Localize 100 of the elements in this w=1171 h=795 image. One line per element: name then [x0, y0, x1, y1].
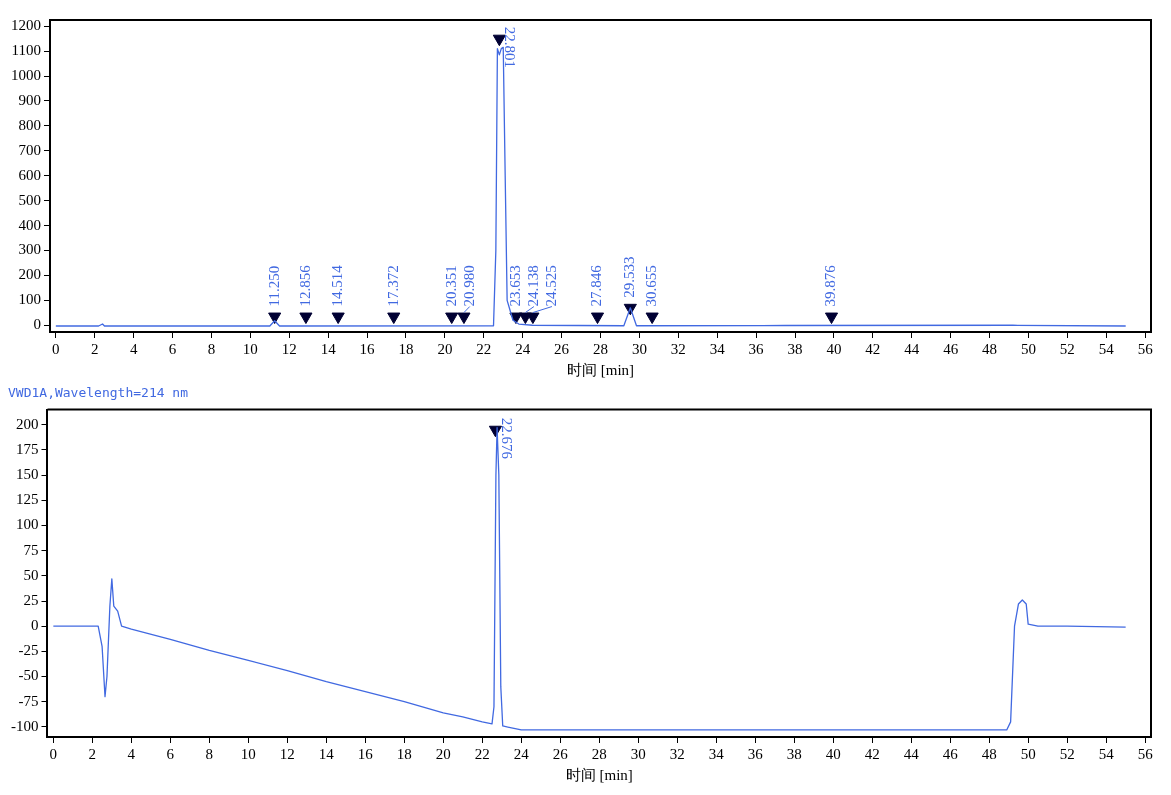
point — [645, 312, 659, 325]
y-tick-label: 600 — [18, 166, 41, 183]
x-axis-title: 时间 [min] — [565, 766, 633, 783]
y-tick-label: 100 — [16, 516, 39, 533]
y-tick-label: -75 — [18, 692, 39, 709]
x-tick-label: 14 — [318, 745, 335, 762]
annotation: 39.876 — [822, 264, 839, 307]
annotation: 22.801 — [502, 26, 519, 68]
x-tick-label: 26 — [552, 745, 569, 762]
annotation: 17.372 — [384, 265, 401, 307]
x-tick-label: 24 — [513, 745, 530, 762]
y-tick-label: 175 — [16, 440, 39, 457]
x-tick-label: 32 — [670, 340, 686, 357]
x-tick-label: 44 — [903, 745, 920, 762]
point — [299, 312, 313, 325]
x-tick-label: 6 — [166, 745, 175, 762]
x-tick-label: 56 — [1137, 340, 1154, 357]
point — [445, 312, 459, 325]
x-tick-label: 8 — [207, 340, 216, 357]
annotation: 24.525 — [542, 265, 559, 307]
x-tick-label: 34 — [709, 340, 726, 357]
point — [457, 312, 471, 325]
x-tick-label: 42 — [865, 340, 881, 357]
y-tick-label: 1000 — [11, 67, 41, 84]
y-tick-label: 125 — [16, 491, 39, 508]
chart-title: VWD1A,Wavelength=214 nm — [8, 385, 189, 401]
y-tick-label: 800 — [18, 116, 41, 133]
x-tick-label: 42 — [864, 745, 880, 762]
y-tick-label: 1100 — [11, 42, 41, 59]
point — [331, 312, 345, 325]
x-tick-label: 16 — [357, 745, 374, 762]
x-tick-label: 4 — [127, 745, 136, 762]
x-tick-label: 18 — [396, 745, 412, 762]
y-tick-label: -50 — [18, 667, 39, 684]
x-tick-label: 34 — [708, 745, 725, 762]
x-tick-label: 30 — [630, 745, 646, 762]
annotation: 30.655 — [643, 265, 660, 307]
x-tick-label: 50 — [1020, 745, 1036, 762]
x-tick-label: 22 — [476, 340, 492, 357]
annotation: 24.138 — [524, 265, 541, 307]
x-tick-label: 46 — [943, 340, 959, 357]
point — [590, 312, 605, 325]
x-tick-label: 38 — [786, 745, 802, 762]
point — [268, 312, 282, 325]
y-tick-label: 150 — [16, 466, 39, 483]
x-tick-label: 40 — [826, 340, 842, 357]
annotation: 23.653 — [506, 265, 523, 307]
point — [387, 312, 401, 325]
y-tick-label: 100 — [18, 291, 41, 308]
x-tick-label: 10 — [242, 340, 258, 357]
x-tick-label: 30 — [631, 340, 647, 357]
y-tick-label: 500 — [18, 191, 41, 208]
x-tick-label: 26 — [554, 340, 570, 357]
x-tick-label: 38 — [787, 340, 803, 357]
x-tick-label: 22 — [474, 745, 490, 762]
y-tick-label: 200 — [18, 266, 41, 283]
x-tick-label: 10 — [240, 745, 256, 762]
x-tick-label: 48 — [981, 745, 997, 762]
annotation: 29.533 — [621, 256, 638, 298]
x-tick-label: 6 — [168, 340, 177, 357]
x-tick-label: 40 — [825, 745, 841, 762]
x-tick-label: 18 — [398, 340, 414, 357]
x-tick-label: 4 — [129, 340, 138, 357]
point — [824, 312, 839, 325]
y-tick-label: 700 — [18, 141, 41, 158]
x-tick-label: 2 — [88, 745, 97, 762]
y-tick-label: 200 — [16, 415, 39, 432]
y-tick-label: 25 — [23, 591, 39, 608]
annotation: 27.846 — [588, 264, 605, 307]
y-tick-label: 400 — [18, 216, 41, 233]
x-tick-label: 36 — [748, 340, 765, 357]
y-tick-label: 900 — [18, 91, 41, 108]
x-tick-label: 14 — [320, 340, 337, 357]
y-tick-label: 50 — [23, 566, 39, 583]
annotation: 11.250 — [265, 265, 282, 307]
y-tick-label: 0 — [33, 316, 41, 333]
x-tick-label: 28 — [593, 340, 608, 357]
x-tick-label: 0 — [49, 745, 58, 762]
x-tick-label: 16 — [359, 340, 376, 357]
x-tick-label: 32 — [669, 745, 685, 762]
x-tick-label: 2 — [90, 340, 99, 357]
x-tick-label: 0 — [52, 340, 60, 357]
x-axis-title: 时间 [min] — [566, 361, 635, 378]
y-tick-label: -25 — [18, 642, 39, 659]
x-tick-label: 28 — [591, 745, 607, 762]
x-tick-label: 54 — [1098, 340, 1115, 357]
x-tick-label: 12 — [279, 745, 295, 762]
x-tick-label: 52 — [1059, 340, 1075, 357]
x-tick-label: 50 — [1020, 340, 1036, 357]
x-tick-label: 56 — [1137, 745, 1154, 762]
annotation: 14.514 — [329, 264, 346, 307]
annotation: 20.980 — [460, 265, 477, 307]
annotation: 20.351 — [442, 265, 459, 307]
x-tick-label: 44 — [904, 340, 920, 357]
x-tick-label: 12 — [281, 340, 297, 357]
x-tick-label: 8 — [205, 745, 214, 762]
annotation: 22.676 — [498, 417, 515, 460]
y-tick-label: 300 — [18, 241, 41, 258]
y-tick-label: -100 — [11, 717, 39, 734]
y-tick-label: 0 — [31, 617, 39, 634]
